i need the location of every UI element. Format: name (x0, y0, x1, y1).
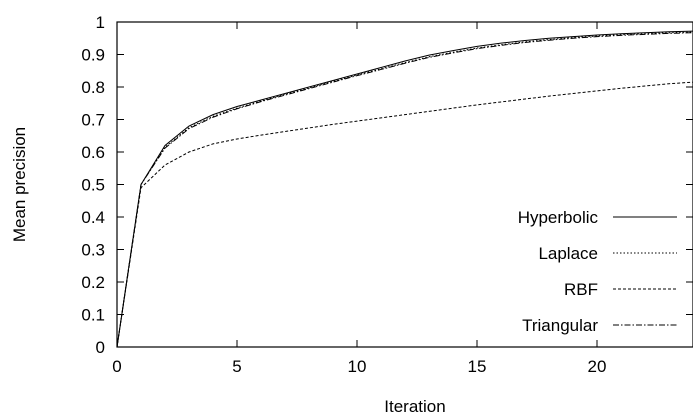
series-line-triangular (116, 32, 693, 348)
x-tick-label: 10 (348, 357, 367, 376)
y-tick-label: 0.8 (81, 78, 105, 97)
y-tick-label: 0.3 (81, 241, 105, 260)
legend-label: Laplace (538, 244, 598, 263)
y-tick-label: 0.9 (81, 46, 105, 65)
legend-label: Hyperbolic (518, 208, 599, 227)
y-tick-label: 0.6 (81, 143, 105, 162)
x-tick-label: 5 (232, 357, 241, 376)
y-tick-label: 0.7 (81, 111, 105, 130)
x-axis-label: Iteration (384, 397, 445, 416)
legend: Hyperbolic Laplace RBF Triangular (518, 208, 677, 335)
y-tick-label: 1 (96, 13, 105, 32)
y-tick-label: 0 (96, 338, 105, 357)
x-tick-label: 0 (112, 357, 121, 376)
series-line-laplace (116, 31, 693, 348)
x-tick-label: 20 (588, 357, 607, 376)
y-tick-label: 0.2 (81, 273, 105, 292)
y-axis-label: Mean precision (10, 127, 29, 242)
y-tick-label: 0.4 (81, 208, 105, 227)
y-tick-label: 0.1 (81, 306, 105, 325)
x-tick-label: 15 (468, 357, 487, 376)
plot-frame (116, 21, 693, 348)
axes: 00.10.20.30.40.50.60.70.80.910 5 10 15 20 (81, 13, 693, 376)
legend-label: RBF (564, 280, 598, 299)
legend-label: Triangular (522, 316, 598, 335)
y-tick-label: 0.5 (81, 176, 105, 195)
series-line-hyperbolic (116, 30, 693, 348)
series-lines (116, 30, 693, 348)
series-line-rbf (116, 81, 693, 348)
